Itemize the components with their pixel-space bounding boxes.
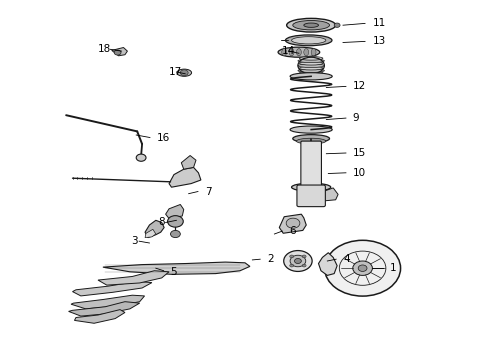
Polygon shape [73, 282, 152, 296]
Text: 1: 1 [390, 263, 397, 273]
Ellipse shape [324, 240, 401, 296]
Polygon shape [145, 220, 164, 238]
Ellipse shape [284, 251, 312, 271]
Ellipse shape [296, 138, 326, 144]
Ellipse shape [299, 57, 323, 60]
Ellipse shape [290, 255, 294, 258]
Ellipse shape [299, 71, 323, 75]
Ellipse shape [290, 264, 294, 267]
Polygon shape [166, 204, 184, 219]
Ellipse shape [292, 37, 326, 44]
Text: 9: 9 [353, 113, 360, 123]
Ellipse shape [177, 69, 192, 76]
Ellipse shape [298, 69, 324, 72]
Polygon shape [181, 156, 196, 169]
Ellipse shape [299, 66, 323, 70]
Text: 12: 12 [353, 81, 366, 91]
Polygon shape [112, 48, 127, 56]
Ellipse shape [289, 49, 294, 56]
Polygon shape [145, 229, 156, 238]
Ellipse shape [180, 70, 188, 76]
Ellipse shape [298, 59, 324, 63]
Ellipse shape [302, 255, 306, 258]
FancyBboxPatch shape [297, 185, 325, 207]
Ellipse shape [286, 218, 300, 228]
Text: 16: 16 [157, 132, 170, 143]
Ellipse shape [282, 49, 287, 56]
Text: 7: 7 [205, 186, 212, 197]
Text: 11: 11 [372, 18, 386, 28]
Ellipse shape [293, 135, 329, 143]
Ellipse shape [290, 255, 306, 267]
Polygon shape [74, 310, 125, 323]
Ellipse shape [290, 126, 332, 133]
Text: 6: 6 [289, 226, 296, 236]
Ellipse shape [296, 49, 301, 56]
Text: 17: 17 [169, 67, 182, 77]
FancyBboxPatch shape [301, 141, 321, 188]
Ellipse shape [334, 23, 340, 27]
Ellipse shape [293, 21, 329, 30]
Polygon shape [103, 262, 250, 274]
Ellipse shape [171, 230, 180, 238]
Ellipse shape [278, 47, 319, 57]
Text: 3: 3 [131, 236, 138, 246]
Text: 15: 15 [353, 148, 366, 158]
Ellipse shape [304, 23, 318, 27]
Polygon shape [318, 253, 337, 275]
Text: 8: 8 [158, 217, 165, 228]
Polygon shape [316, 188, 338, 202]
Polygon shape [279, 214, 306, 233]
Text: 13: 13 [372, 36, 386, 46]
Ellipse shape [294, 258, 301, 264]
Ellipse shape [353, 261, 372, 275]
Polygon shape [71, 295, 145, 309]
Polygon shape [98, 271, 169, 285]
Text: 14: 14 [282, 46, 295, 56]
Text: 10: 10 [353, 168, 366, 178]
Ellipse shape [114, 50, 121, 55]
Ellipse shape [290, 73, 332, 80]
Ellipse shape [358, 265, 367, 271]
Text: 2: 2 [267, 254, 274, 264]
Text: 4: 4 [343, 254, 350, 264]
Ellipse shape [285, 35, 332, 46]
Ellipse shape [292, 183, 331, 191]
Ellipse shape [304, 49, 309, 56]
Ellipse shape [299, 62, 323, 65]
Polygon shape [69, 302, 140, 316]
Ellipse shape [287, 18, 336, 32]
Ellipse shape [302, 264, 306, 267]
Ellipse shape [168, 216, 183, 227]
Text: 5: 5 [171, 267, 177, 277]
Text: 18: 18 [98, 44, 111, 54]
Ellipse shape [136, 154, 146, 161]
Polygon shape [169, 167, 201, 187]
Ellipse shape [298, 64, 324, 68]
Ellipse shape [311, 49, 316, 56]
